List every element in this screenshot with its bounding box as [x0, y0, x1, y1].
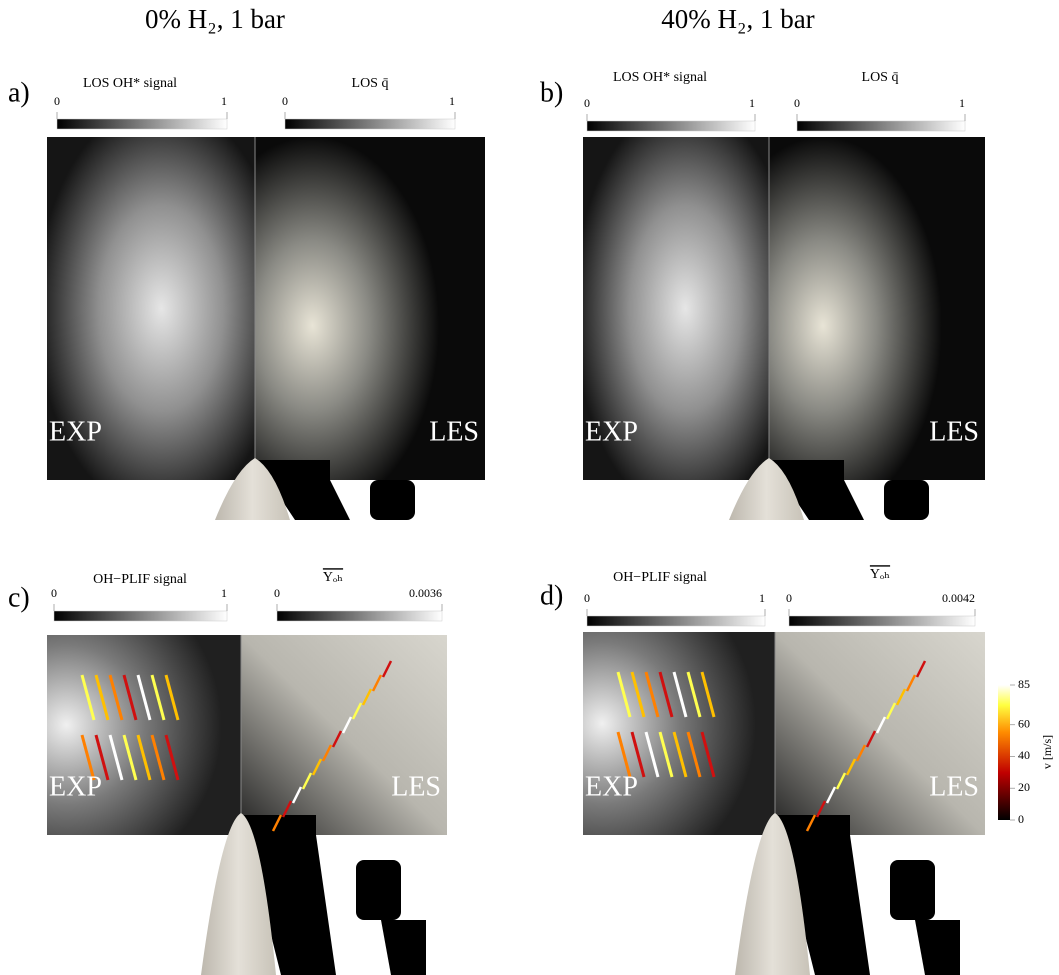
colorbar-tick-label: 0 [794, 96, 800, 110]
les-tag: LES [391, 771, 441, 802]
colorbar [54, 611, 227, 621]
exp-tag: EXP [585, 771, 638, 802]
colorbar-tick-label: 0.0036 [409, 586, 442, 600]
colorbar [277, 611, 442, 621]
colorbar [57, 119, 227, 129]
les-tag: LES [929, 416, 979, 447]
figure: 0% H₂, 1 bar 40% H₂, 1 bar a) EXP LES LOS OH*… [0, 0, 1059, 975]
colorbar-label: LOS q̄ [352, 76, 389, 91]
les-image [775, 632, 985, 835]
colorbar-tick-label: 1 [449, 94, 455, 108]
colorbar-label: LOS q̄ [862, 70, 899, 85]
velocity-tick-label: 60 [1018, 716, 1030, 730]
panel-label: b) [540, 77, 563, 108]
colorbar-tick-label: 1 [959, 96, 965, 110]
colorbar-label: Yₒₕ [323, 570, 343, 585]
exp-tag: EXP [585, 416, 638, 447]
colorbar-label: LOS OH* signal [613, 70, 707, 85]
colorbar [587, 616, 765, 626]
velocity-tick-label: 0 [1018, 812, 1024, 826]
colorbar-label: Yₒₕ [870, 567, 890, 582]
velocity-colorbar [998, 685, 1010, 820]
velocity-tick-label: 85 [1018, 677, 1030, 691]
velocity-label: v [m/s] [1040, 735, 1054, 769]
colorbar-tick-label: 0 [54, 94, 60, 108]
chamber-block [370, 480, 415, 520]
velocity-tick-label: 20 [1018, 780, 1030, 794]
colorbar [789, 616, 975, 626]
les-tag: LES [429, 416, 479, 447]
colorbar [797, 121, 965, 131]
column-title: 0% H₂, 1 bar [145, 4, 285, 34]
colorbar-label: LOS OH* signal [83, 76, 177, 91]
colorbar-label: OH−PLIF signal [613, 570, 707, 585]
colorbar-tick-label: 0 [274, 586, 280, 600]
exp-image [583, 632, 775, 835]
panel-label: d) [540, 580, 563, 611]
les-image [241, 635, 447, 835]
colorbar [285, 119, 455, 129]
exp-tag: EXP [49, 771, 102, 802]
chamber-block [356, 860, 401, 920]
les-tag: LES [929, 771, 979, 802]
panel-label: c) [8, 582, 30, 613]
chamber-block [884, 480, 929, 520]
exp-image [47, 635, 241, 835]
exp-tag: EXP [49, 416, 102, 447]
chamber-block [890, 860, 935, 920]
column-title: 40% H₂, 1 bar [661, 4, 814, 34]
colorbar [587, 121, 755, 131]
colorbar-label: OH−PLIF signal [93, 572, 187, 587]
velocity-tick-label: 40 [1018, 748, 1030, 762]
colorbar-tick-label: 1 [221, 94, 227, 108]
colorbar-tick-label: 1 [749, 96, 755, 110]
chamber-block [915, 920, 960, 975]
colorbar-tick-label: 0 [584, 591, 590, 605]
colorbar-tick-label: 0 [51, 586, 57, 600]
colorbar-tick-label: 1 [759, 591, 765, 605]
colorbar-tick-label: 0 [584, 96, 590, 110]
colorbar-tick-label: 0.0042 [942, 591, 975, 605]
colorbar-tick-label: 0 [786, 591, 792, 605]
chamber-block [381, 920, 426, 975]
colorbar-tick-label: 1 [221, 586, 227, 600]
colorbar-tick-label: 0 [282, 94, 288, 108]
panel-label: a) [8, 77, 30, 108]
